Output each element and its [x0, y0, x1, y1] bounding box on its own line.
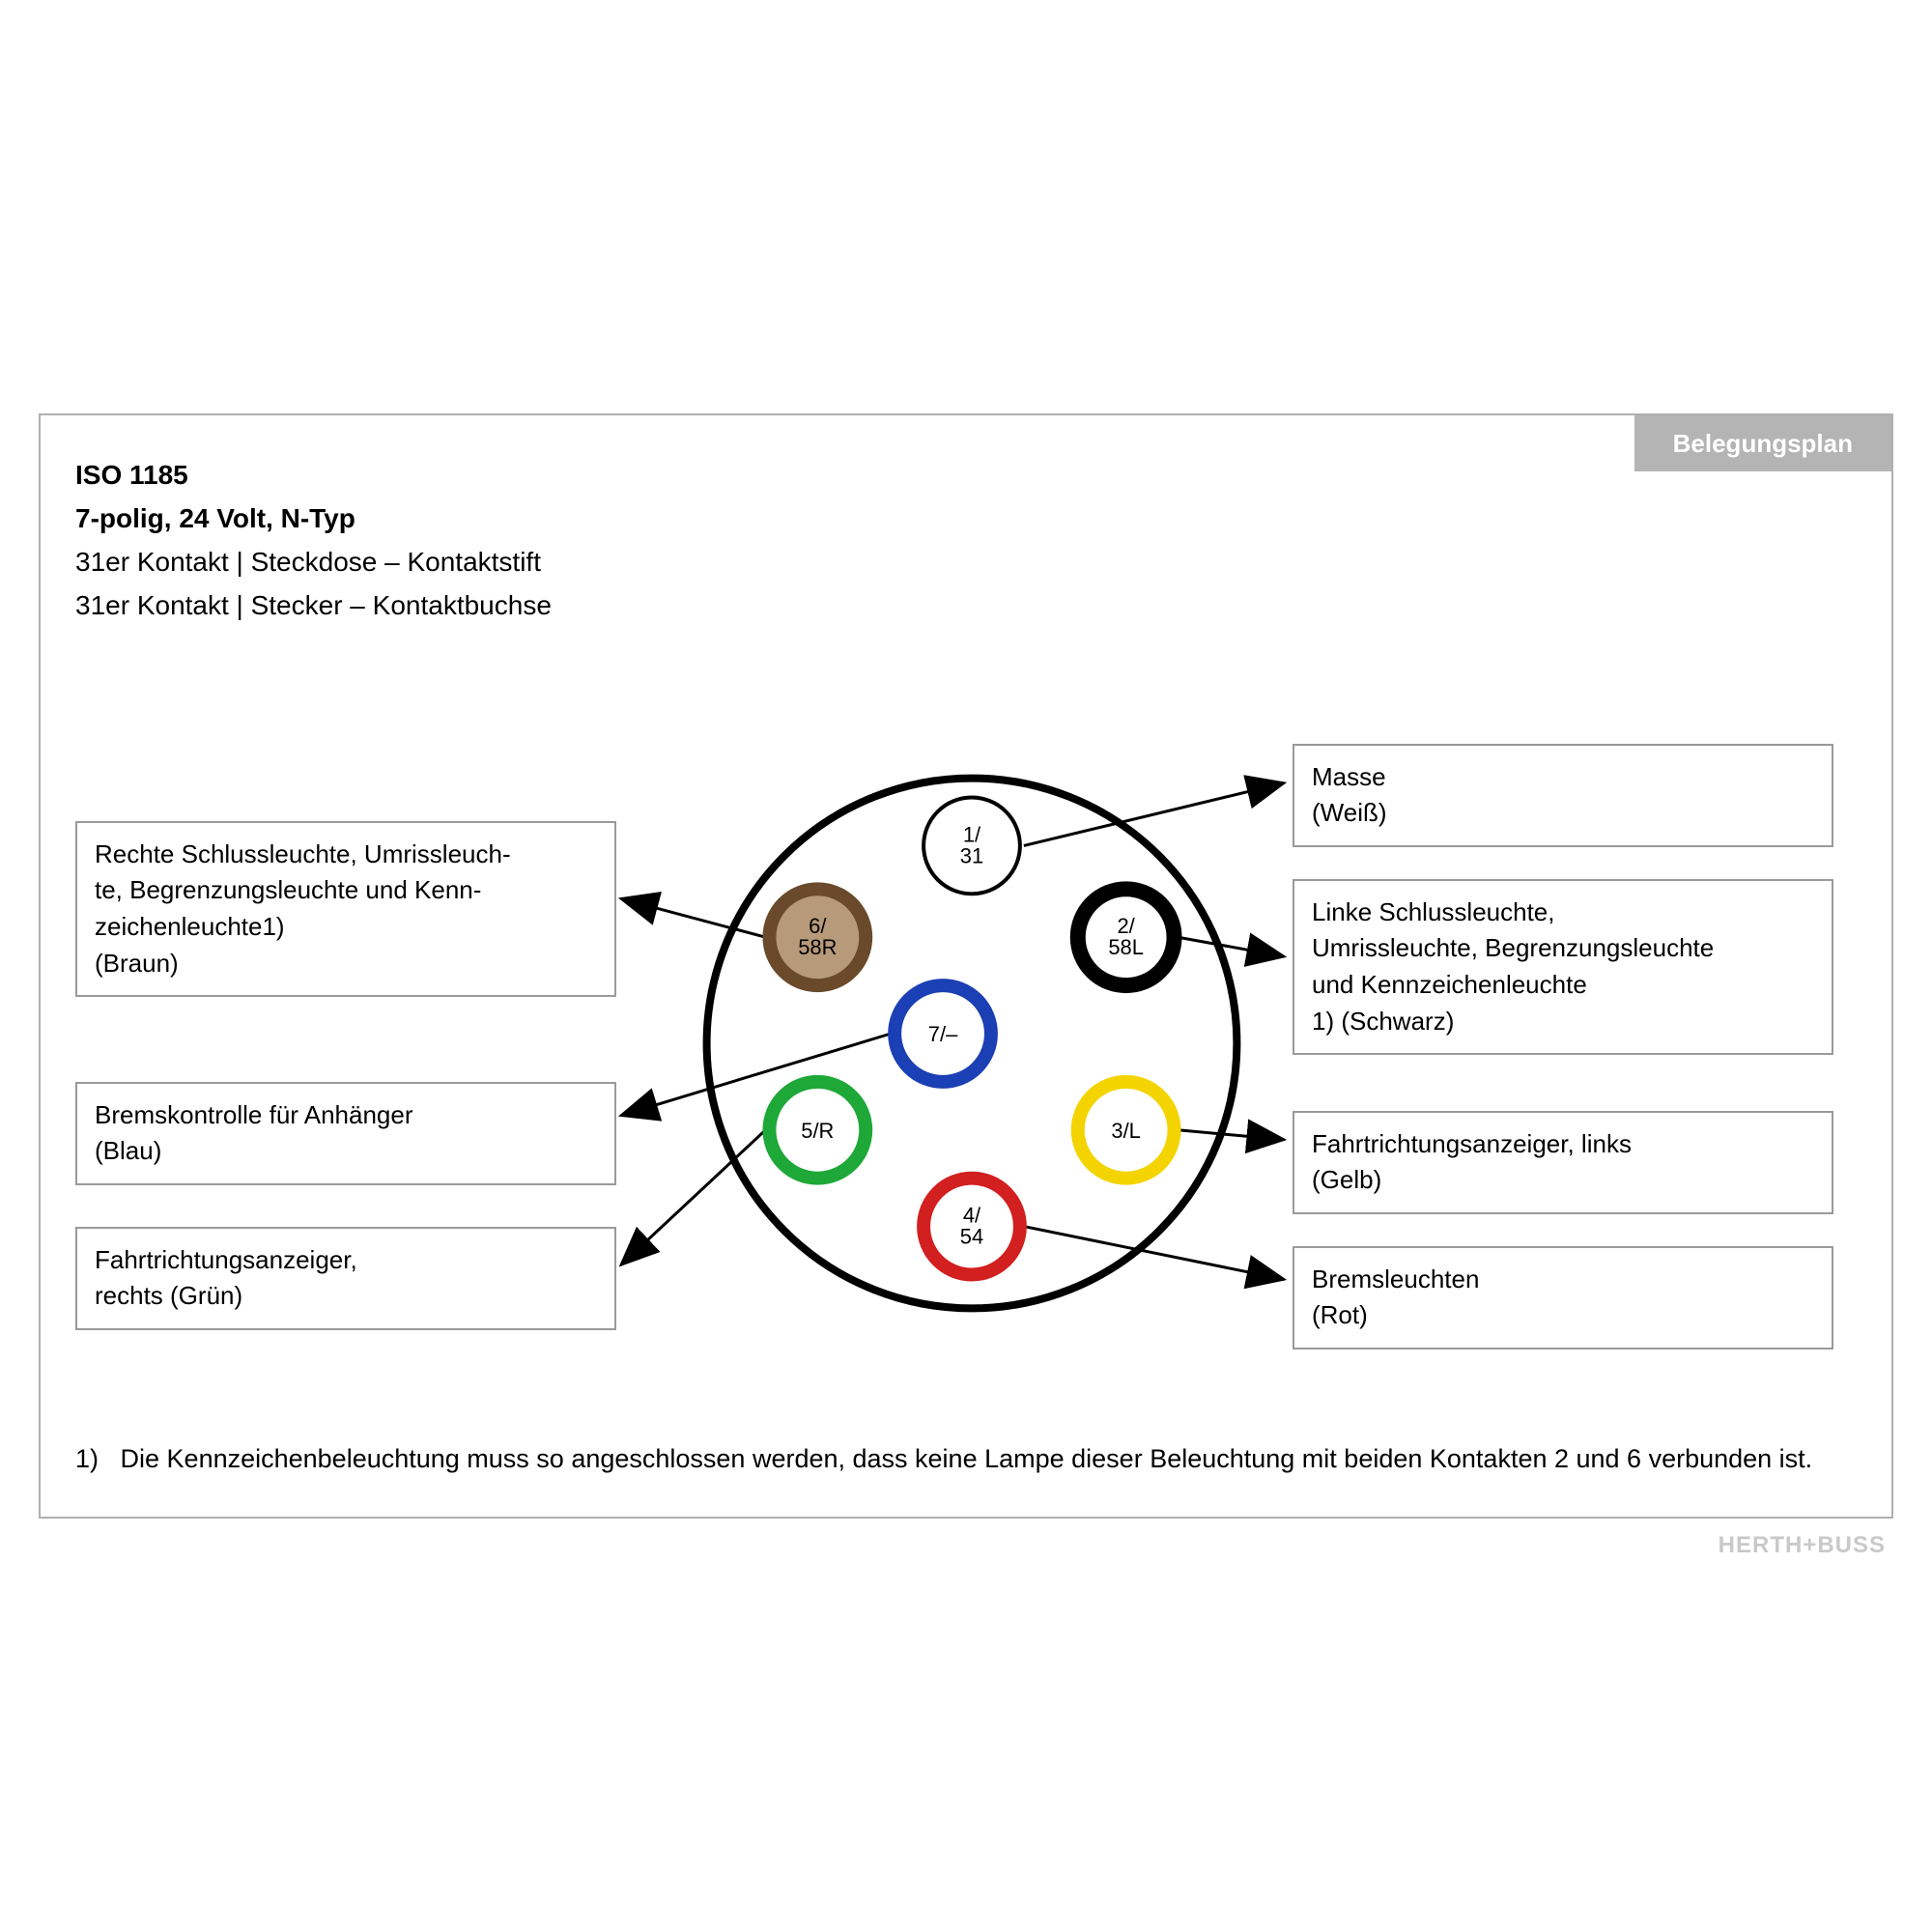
header-block: ISO 1185 7-polig, 24 Volt, N-Typ 31er Ko…: [75, 454, 1857, 627]
header-spec: 7-polig, 24 Volt, N-Typ: [75, 497, 1857, 541]
svg-text:3/L: 3/L: [1111, 1118, 1141, 1142]
callout-1: Masse(Weiß): [1293, 744, 1833, 847]
header-line2: 31er Kontakt | Stecker – Kontaktbuchse: [75, 584, 1857, 628]
header-line1: 31er Kontakt | Steckdose – Kontaktstift: [75, 541, 1857, 584]
callout-2: Linke Schlussleuchte,Umrissleuchte, Begr…: [1293, 879, 1833, 1056]
svg-text:5/R: 5/R: [801, 1118, 834, 1142]
svg-text:1/31: 1/31: [960, 822, 983, 867]
tab-label: Belegungsplan: [1634, 415, 1891, 471]
callout-3: Fahrtrichtungsanzeiger, links(Gelb): [1293, 1111, 1833, 1214]
diagram-frame: Belegungsplan ISO 1185 7-polig, 24 Volt,…: [39, 413, 1893, 1518]
callout-4: Bremsleuchten(Rot): [1293, 1246, 1833, 1350]
footnote-marker: 1): [75, 1444, 99, 1473]
diagram-area: 1/312/58L3/L4/545/R6/58R7/– Rechte Schlu…: [75, 638, 1857, 1430]
footnote: 1) Die Kennzeichenbeleuchtung muss so an…: [75, 1437, 1857, 1482]
footnote-text: Die Kennzeichenbeleuchtung muss so anges…: [121, 1444, 1813, 1473]
header-iso: ISO 1185: [75, 454, 1857, 497]
svg-text:7/–: 7/–: [928, 1022, 958, 1046]
callout-6: Rechte Schlussleuchte, Umrissleuch-te, B…: [75, 821, 616, 998]
callout-5: Fahrtrichtungsanzeiger,rechts (Grün): [75, 1227, 616, 1330]
svg-text:4/54: 4/54: [960, 1203, 983, 1248]
callout-7: Bremskontrolle für Anhänger(Blau): [75, 1082, 616, 1185]
brand-label: HERTH+BUSS: [1719, 1532, 1886, 1559]
